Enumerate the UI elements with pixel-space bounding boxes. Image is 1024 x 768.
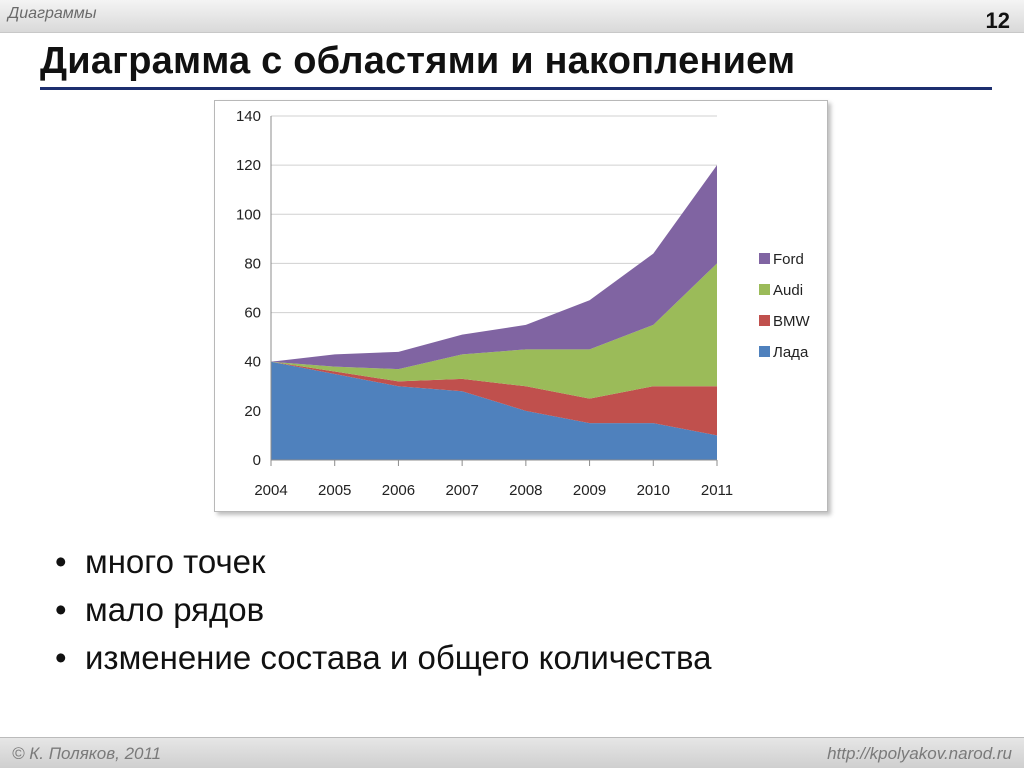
y-tick-label: 80 [244,255,261,272]
y-tick-label: 60 [244,305,261,322]
area-series [271,361,717,460]
area-series [271,165,717,370]
y-tick-label: 100 [236,206,261,223]
legend-label: Audi [773,282,803,299]
bullet-text: много точек [85,543,266,580]
legend-swatch [759,284,770,295]
y-tick-label: 0 [253,452,261,469]
footer-author: © К. Поляков, 2011 [12,744,162,763]
x-tick-label: 2010 [637,482,670,499]
y-tick-label: 20 [244,403,261,420]
legend-label: Лада [773,344,809,361]
bullet-text: мало рядов [85,591,265,628]
y-tick-label: 40 [244,354,261,371]
x-tick-label: 2005 [318,482,351,499]
stacked-area-chart: 0 20 40 60 80 100 120 140 2004 2005 2006 2007 2008 20… [214,100,828,512]
x-tick-label: 2011 [701,482,733,499]
footer-url: http://kpolyakov.narod.ru [827,744,1012,763]
bullet-item: • мало рядов [55,586,711,634]
legend-label: Ford [773,251,804,268]
bullet-dot: • [55,543,67,580]
slide-title: Диаграмма с областями и накоплением [40,40,796,82]
x-tick-label: 2007 [445,482,478,499]
bullet-item: • изменение состава и общего количества [55,634,711,682]
bullet-text: изменение состава и общего количества [85,639,712,676]
title-divider [40,87,992,90]
page-number: 12 [985,8,1010,33]
legend-label: BMW [773,313,811,330]
y-tick-label: 140 [236,108,261,125]
area-series [271,361,717,436]
x-tick-label: 2004 [254,482,287,499]
y-tick-label: 120 [236,157,261,174]
x-tick-label: 2006 [382,482,415,499]
bullet-dot: • [55,639,67,676]
legend-swatch [759,253,770,264]
footer-bar: © К. Поляков, 2011 http://kpolyakov.naro… [0,737,1024,768]
x-tick-label: 2009 [573,482,606,499]
bullet-dot: • [55,591,67,628]
area-series [271,263,717,399]
section-label: Диаграммы [8,5,97,22]
x-tick-label: 2008 [509,482,542,499]
chart-canvas: 0 20 40 60 80 100 120 140 2004 2005 2006 2007 2008 20… [236,108,811,499]
bullet-list: • много точек • мало рядов • изменение сост… [55,538,711,682]
legend-swatch [759,346,770,357]
header-bar: Диаграммы 12 [0,0,1024,33]
bullet-item: • много точек [55,538,711,586]
legend-swatch [759,315,770,326]
